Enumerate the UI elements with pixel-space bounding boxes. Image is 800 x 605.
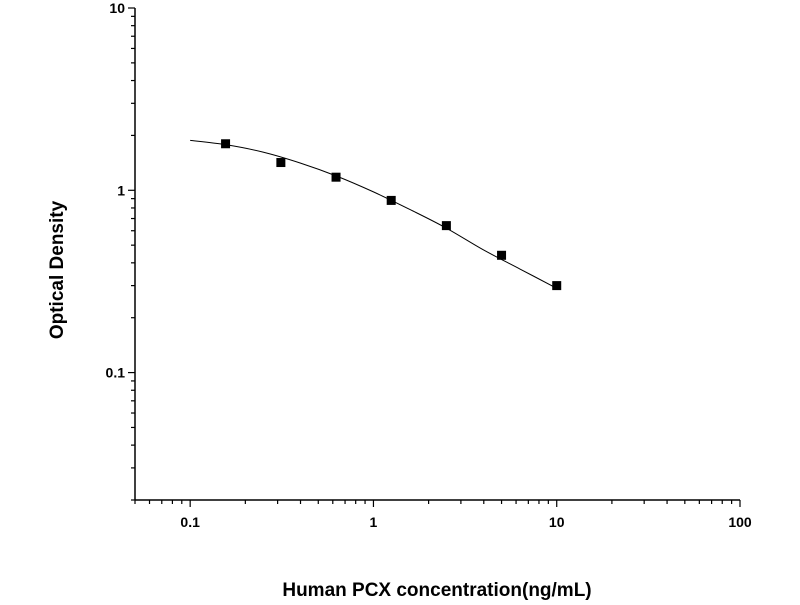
data-point (497, 250, 507, 260)
y-tick-label: 0.1 (106, 365, 126, 381)
data-point (552, 281, 562, 291)
axes: 0.1 1 10 100 0.1 1 10 (106, 0, 752, 530)
data-point (441, 221, 451, 231)
y-tick-label: 10 (109, 0, 125, 16)
data-point (386, 195, 396, 205)
data-points-layer (221, 139, 562, 291)
data-point (276, 158, 286, 168)
fit-curve-layer (190, 139, 557, 289)
x-tick-label: 1 (370, 514, 378, 530)
x-tick-label: 10 (549, 514, 565, 530)
x-tick-label: 0.1 (180, 514, 200, 530)
x-axis-title: Human PCX concentration(ng/mL) (282, 580, 591, 600)
y-tick-label: 1 (117, 182, 125, 198)
x-tick-label: 100 (728, 514, 752, 530)
data-point (221, 139, 231, 149)
y-axis-title: Optical Density (47, 200, 68, 339)
data-point (331, 172, 341, 182)
fit-curve (190, 139, 557, 289)
